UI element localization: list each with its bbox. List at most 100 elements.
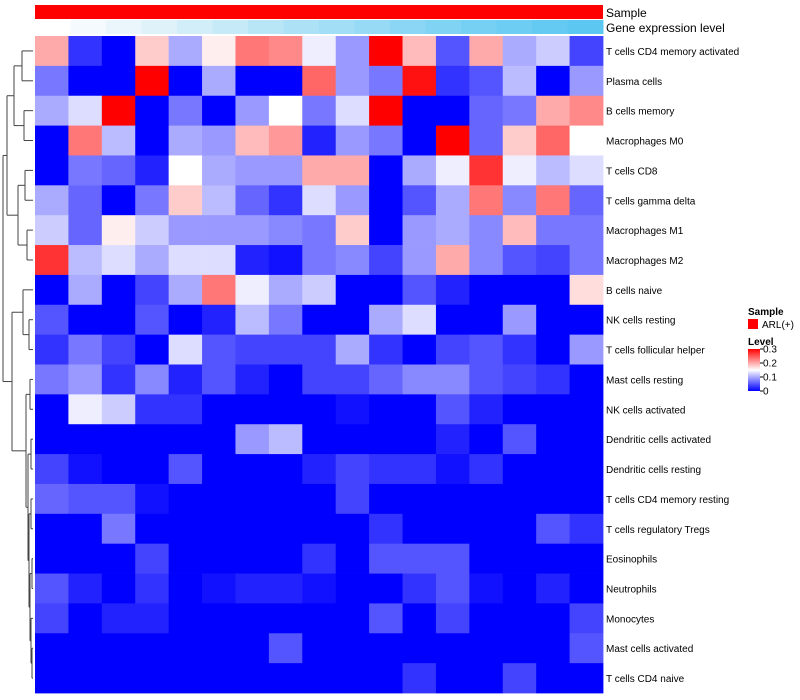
gene-level-cell — [354, 20, 391, 34]
heatmap-cell — [435, 95, 470, 126]
heatmap-cell — [268, 483, 303, 515]
row-label: T cells CD4 naive — [606, 674, 685, 685]
heatmap-cell — [101, 334, 136, 365]
heatmap-cell — [369, 125, 403, 156]
row-label: Neutrophils — [606, 584, 657, 595]
heatmap-cell — [369, 543, 403, 574]
heatmap-cell — [435, 274, 470, 306]
heatmap-cell — [369, 663, 403, 694]
heatmap-cell — [569, 663, 604, 694]
heatmap-cell — [469, 334, 504, 365]
heatmap-cell — [168, 543, 203, 574]
heatmap-cell — [502, 125, 537, 156]
heatmap-cell — [202, 543, 236, 574]
heatmap-cell — [168, 483, 203, 515]
heatmap-cell — [435, 364, 470, 395]
heatmap-cell — [302, 394, 337, 425]
heatmap-cell — [569, 125, 604, 156]
heatmap-cell — [202, 513, 236, 545]
heatmap-cell — [202, 334, 236, 365]
heatmap-cell — [168, 36, 203, 67]
heatmap-cell — [168, 215, 203, 246]
heatmap-cell — [68, 543, 103, 574]
heatmap-cell — [168, 513, 203, 545]
heatmap-cell — [268, 573, 303, 604]
heatmap-cell — [235, 245, 270, 276]
heatmap-cell — [135, 454, 170, 485]
heatmap-cell — [101, 185, 136, 216]
heatmap-cell — [135, 274, 170, 306]
heatmap-cell — [35, 633, 69, 664]
heatmap-cell — [369, 573, 403, 604]
heatmap-cell — [235, 633, 270, 664]
heatmap-cell — [502, 215, 537, 246]
heatmap-cell — [369, 334, 403, 365]
heatmap-cell — [435, 155, 470, 186]
heatmap-cell — [135, 573, 170, 604]
gene-level-cell — [319, 20, 355, 34]
heatmap-cell — [402, 483, 437, 515]
heatmap-cell — [435, 65, 470, 97]
heatmap-cell — [135, 125, 170, 156]
heatmap-cell — [435, 424, 470, 455]
heatmap-cell — [101, 603, 136, 634]
heatmap-cell — [101, 483, 136, 515]
heatmap-cell — [168, 334, 203, 365]
heatmap-cell — [569, 513, 604, 545]
heatmap-cell — [302, 215, 337, 246]
heatmap-cell — [101, 663, 136, 694]
row-label: Macrophages M1 — [606, 226, 684, 237]
heatmap-cell — [569, 424, 604, 455]
heatmap-cell — [402, 155, 437, 186]
heatmap-cell — [402, 394, 437, 425]
heatmap-cell — [168, 65, 203, 97]
heatmap-cell — [68, 573, 103, 604]
heatmap-cell — [168, 125, 203, 156]
heatmap-cell — [235, 573, 270, 604]
heatmap-cell — [335, 364, 370, 395]
heatmap-cell — [168, 424, 203, 455]
heatmap-cell — [335, 573, 370, 604]
heatmap-cell — [268, 215, 303, 246]
row-label: T cells gamma delta — [606, 196, 696, 207]
heatmap-cell — [369, 454, 403, 485]
heatmap-cell — [268, 454, 303, 485]
heatmap-cell — [68, 65, 103, 97]
heatmap-cell — [168, 663, 203, 694]
heatmap-cell — [235, 125, 270, 156]
heatmap-cell — [268, 155, 303, 186]
heatmap-cell — [335, 454, 370, 485]
heatmap-cell — [68, 424, 103, 455]
heatmap-cell — [402, 573, 437, 604]
heatmap-cell — [502, 454, 537, 485]
heatmap-cell — [435, 633, 470, 664]
heatmap-cell — [135, 364, 170, 395]
legend-sample-entry: ARL(+) — [762, 320, 794, 331]
heatmap-cell — [68, 185, 103, 216]
heatmap-cell — [68, 155, 103, 186]
heatmap-cell — [302, 603, 337, 634]
heatmap-cell — [536, 304, 570, 336]
heatmap-cell — [402, 304, 437, 336]
heatmap-cell — [369, 95, 403, 126]
heatmap-cell — [202, 185, 236, 216]
heatmap-cell — [435, 36, 470, 67]
heatmap-cell — [202, 603, 236, 634]
heatmap-cell — [469, 663, 504, 694]
gene-level-cell — [567, 20, 604, 34]
heatmap-cell — [435, 334, 470, 365]
gene-expression-annotation-label: Gene expression level — [606, 21, 725, 35]
row-labels: T cells CD4 memory activated Plasma cells… — [606, 47, 739, 685]
heatmap-cell — [502, 513, 537, 545]
heatmap-cell — [435, 245, 470, 276]
heatmap-cell — [569, 215, 604, 246]
heatmap-cell — [268, 424, 303, 455]
row-label: T cells follicular helper — [606, 346, 705, 357]
heatmap-cell — [35, 603, 69, 634]
heatmap-cell — [536, 245, 570, 276]
heatmap-cell — [335, 125, 370, 156]
heatmap-cell — [469, 215, 504, 246]
heatmap-cell — [135, 633, 170, 664]
heatmap-cell — [235, 304, 270, 336]
heatmap-cell — [168, 155, 203, 186]
